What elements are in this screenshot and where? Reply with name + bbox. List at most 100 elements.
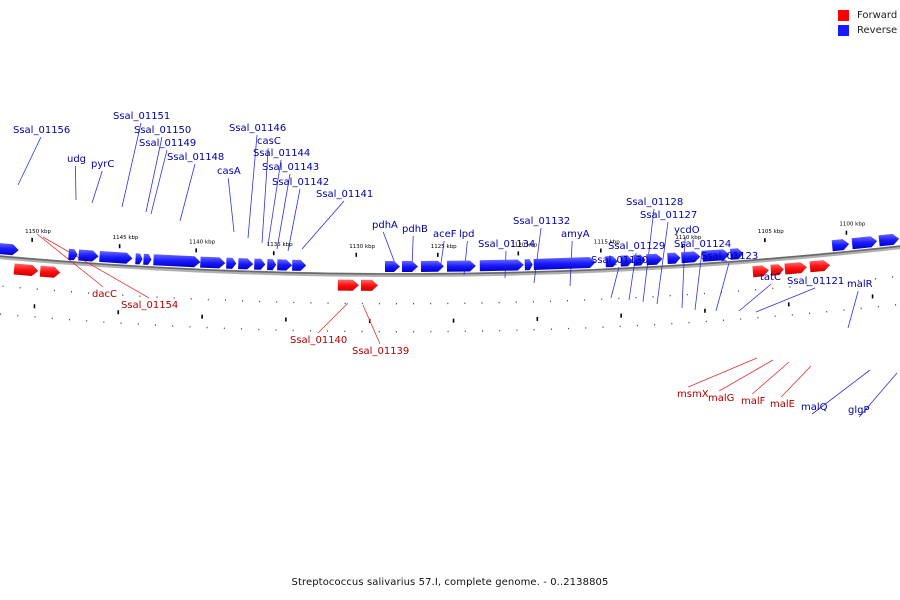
forward-gene-arrow xyxy=(13,263,39,276)
leader-line xyxy=(811,369,871,415)
minor-tick xyxy=(720,291,722,294)
leader-line xyxy=(247,134,258,239)
minor-tick xyxy=(550,328,552,330)
minor-tick xyxy=(309,330,311,332)
gene-label: pyrC xyxy=(91,159,114,170)
scale-label: 1105 kbp xyxy=(758,229,784,235)
gene-label: Ssal_01142 xyxy=(272,177,329,188)
minor-tick xyxy=(585,327,587,329)
gene-label: Ssal_01143 xyxy=(262,162,319,173)
gene-label: Ssal_01144 xyxy=(253,148,310,159)
legend-forward-label: Forward xyxy=(857,10,898,21)
genome-backbone xyxy=(0,245,900,277)
reverse-gene-arrow xyxy=(851,236,878,250)
minor-tick xyxy=(172,325,174,327)
gene-label: Ssal_01149 xyxy=(139,138,196,149)
reverse-gene-arrow xyxy=(0,243,19,256)
minor-tick xyxy=(860,307,862,310)
leader-line xyxy=(858,372,898,418)
minor-tick xyxy=(740,318,742,320)
minor-tick xyxy=(498,301,500,304)
minor-tick xyxy=(874,278,876,280)
minor-tick xyxy=(19,287,21,289)
reverse-gene-arrow xyxy=(702,249,730,262)
minor-tick xyxy=(671,322,673,325)
minor-tick xyxy=(173,297,175,299)
gene-label: Ssal_01121 xyxy=(787,276,844,287)
minor-tick xyxy=(51,317,53,320)
leader-line xyxy=(719,359,774,392)
forward-gene-arrow xyxy=(337,279,359,291)
forward-swatch xyxy=(838,10,849,21)
minor-tick xyxy=(772,287,774,290)
leader-line xyxy=(688,357,758,388)
gene-label: Ssal_01130 xyxy=(591,255,648,266)
gene-label: Ssal_01132 xyxy=(513,216,570,227)
reverse-gene-arrow xyxy=(533,257,596,270)
minor-tick xyxy=(895,304,897,306)
gene-label: casA xyxy=(217,166,241,177)
minor-tick xyxy=(206,326,208,329)
minor-tick xyxy=(619,325,621,328)
minor-tick xyxy=(652,295,654,298)
scale-label: 1150 kbp xyxy=(25,229,51,235)
minor-tick xyxy=(789,286,791,288)
gene-label: glgP xyxy=(848,405,870,416)
forward-gene-arrow xyxy=(809,260,830,273)
minor-tick xyxy=(826,311,828,313)
minor-tick xyxy=(755,289,757,291)
reverse-gene-arrow xyxy=(254,258,266,270)
reverse-gene-arrow xyxy=(385,261,400,272)
scale-label: 1145 kbp xyxy=(113,235,139,241)
leader-line xyxy=(317,302,349,334)
minor-tick xyxy=(276,301,278,303)
reverse-gene-arrow xyxy=(238,258,254,270)
leader-line xyxy=(694,250,703,311)
reverse-gene-arrow xyxy=(68,248,78,261)
reverse-gene-arrow xyxy=(878,233,900,247)
minor-tick xyxy=(892,276,894,278)
minor-tick xyxy=(602,326,604,328)
scale-label: 1125 kbp xyxy=(431,244,457,250)
reverse-swatch xyxy=(838,25,849,36)
reverse-gene-arrow xyxy=(200,256,226,269)
reverse-gene-arrow xyxy=(667,252,681,264)
leader-line xyxy=(17,136,42,186)
gene-label: Ssal_01128 xyxy=(626,197,683,208)
forward-gene-arrow xyxy=(39,265,61,278)
minor-tick xyxy=(361,330,363,333)
minor-tick xyxy=(327,330,329,332)
reverse-gene-arrow xyxy=(143,253,152,265)
reverse-gene-arrow xyxy=(524,259,533,271)
leader-line xyxy=(715,262,730,312)
minor-tick xyxy=(378,330,380,333)
minor-tick xyxy=(190,298,192,300)
leader-line xyxy=(610,266,620,299)
gene-label: pdhA xyxy=(372,220,398,231)
minor-tick xyxy=(293,301,295,304)
gene-label: Ssal_01127 xyxy=(640,210,697,221)
scale-label: 1100 kbp xyxy=(839,222,865,228)
minor-tick xyxy=(601,298,603,300)
minor-tick xyxy=(70,291,72,293)
minor-tick xyxy=(34,316,36,318)
scale-label: 1110 kbp xyxy=(675,235,701,241)
leader-line xyxy=(287,188,301,252)
minor-tick xyxy=(36,288,38,290)
leader-line xyxy=(738,283,772,312)
minor-tick xyxy=(840,281,842,283)
minor-tick xyxy=(809,312,811,315)
reverse-gene-arrow xyxy=(135,253,143,265)
gene-arrows xyxy=(0,233,900,291)
gene-label: Ssal_01139 xyxy=(352,346,409,357)
reverse-gene-arrow xyxy=(681,251,701,264)
minor-tick xyxy=(68,318,70,321)
scale-label: 1120 kbp xyxy=(511,242,537,248)
leader-line xyxy=(261,147,269,244)
reverse-gene-arrow xyxy=(226,257,237,269)
gene-label: udg xyxy=(67,154,86,165)
reverse-gene-arrow xyxy=(646,253,663,266)
gene-label: malE xyxy=(770,399,795,410)
minor-tick xyxy=(584,299,586,301)
minor-tick xyxy=(310,302,312,304)
